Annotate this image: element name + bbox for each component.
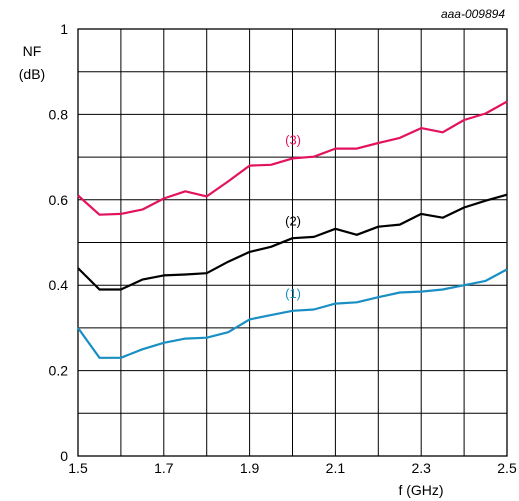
y-axis-label-title: NF [23,43,42,59]
series-line-3 [77,100,508,216]
y-tick-label: 0.4 [49,277,69,293]
series-layer: (1) (2) (3) [77,100,508,359]
y-tick-label: 0.6 [49,192,69,208]
x-tick-label: 2.1 [326,460,346,476]
tick-label-layer: 1.5 1.7 1.9 2.1 2.3 2.5 0 0.2 0.4 0.6 0.8 1 [49,21,517,476]
series-label-2: (2) [285,213,301,228]
x-tick-label: 1.7 [154,460,174,476]
y-tick-label: 0.2 [49,363,69,379]
series-line-1 [77,268,508,359]
x-tick-label: 2.5 [497,460,517,476]
series-line-2 [77,193,508,291]
grid-lines [78,29,507,456]
series-label-1: (1) [285,286,301,301]
figure-reference-code: aaa-009894 [441,7,505,21]
plot-frame [77,28,508,457]
x-tick-label: 1.5 [68,460,88,476]
series-label-3: (3) [285,132,301,147]
x-tick-label: 2.3 [411,460,431,476]
x-axis-label: f (GHz) [398,482,443,498]
y-tick-label: 1 [60,21,68,37]
y-tick-label: 0.8 [49,106,69,122]
x-tick-label: 1.9 [240,460,260,476]
y-tick-label: 0 [60,448,68,464]
y-axis-label-unit: (dB) [19,66,45,82]
